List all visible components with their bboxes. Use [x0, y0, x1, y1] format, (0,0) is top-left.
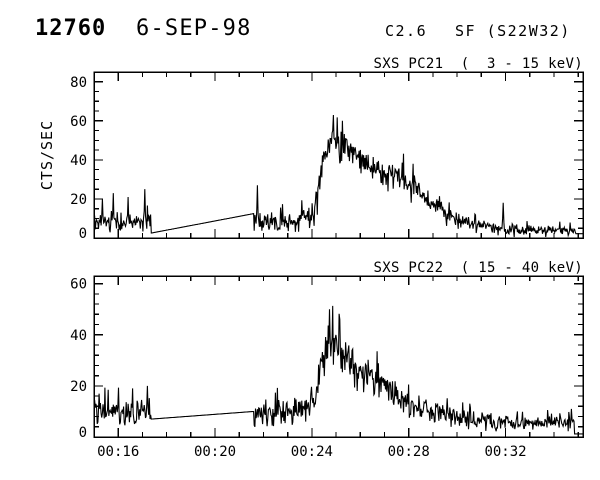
light-curve-trace: [93, 114, 583, 238]
svg-text:60: 60: [70, 277, 87, 293]
svg-text:40: 40: [70, 153, 87, 169]
event-date: 6-SEP-98: [136, 16, 252, 41]
light-curve-trace: [93, 305, 583, 435]
plot-box: [93, 71, 584, 239]
event-number: 12760: [35, 16, 107, 41]
axis-ticks: [94, 276, 583, 437]
axis-labels: 0 20 40 60 80: [70, 75, 87, 242]
svg-text:00:24: 00:24: [291, 444, 333, 460]
svg-text:40: 40: [70, 328, 87, 344]
plot-box: [93, 275, 584, 438]
flare-site: SF (S22W32): [455, 22, 571, 40]
axis-labels: 0 20 40 60 00:16 00:20 00:24 00:28 00:32: [70, 277, 526, 460]
axis-ticks: [94, 72, 583, 238]
svg-text:0: 0: [79, 226, 87, 242]
svg-text:20: 20: [70, 192, 87, 208]
pc21-panel: 0 20 40 60 80: [70, 71, 584, 242]
pc22-panel: 0 20 40 60 00:16 00:20 00:24 00:28 00:32: [70, 275, 584, 460]
svg-text:00:32: 00:32: [484, 444, 526, 460]
svg-text:00:28: 00:28: [388, 444, 430, 460]
svg-text:60: 60: [70, 114, 87, 130]
svg-text:20: 20: [70, 379, 87, 395]
svg-text:00:16: 00:16: [97, 444, 139, 460]
svg-text:0: 0: [79, 425, 87, 441]
svg-text:00:20: 00:20: [194, 444, 236, 460]
goes-class: C2.6: [385, 22, 428, 40]
svg-text:80: 80: [70, 75, 87, 91]
pc22-title: SXS PC22 ( 15 - 40 keV): [373, 260, 583, 276]
pc21-title: SXS PC21 ( 3 - 15 keV): [373, 56, 583, 72]
